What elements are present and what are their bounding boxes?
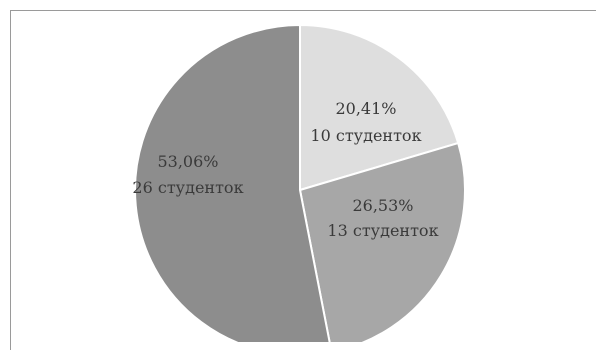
slice-label-2-percent: 53,06% [157,152,218,171]
pie-chart: 20,41% 10 студенток 26,53% 13 студенток … [132,23,466,342]
slice-label-0-percent: 20,41% [335,99,396,118]
pie-slice-2 [134,23,331,342]
slice-label-1-percent: 26,53% [352,196,413,215]
pie-slice-0 [299,23,460,192]
slice-label-2-count: 26 студенток [132,178,243,197]
pie-slice-1 [298,141,466,342]
pie-slices [134,23,466,342]
slice-label-1-count: 13 студенток [327,221,438,240]
pie-labels: 20,41% 10 студенток 26,53% 13 студенток … [132,99,438,240]
slice-label-0-count: 10 студенток [310,126,421,145]
